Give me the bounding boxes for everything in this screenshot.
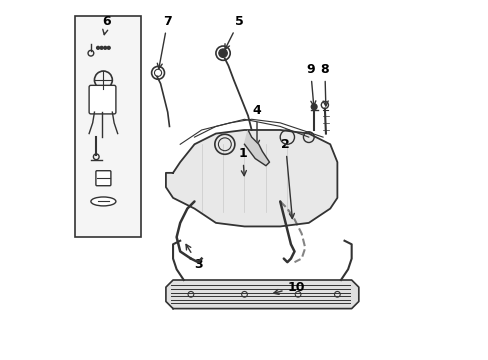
Text: 7: 7 — [157, 15, 172, 68]
Circle shape — [97, 46, 99, 49]
Circle shape — [311, 104, 316, 110]
Text: 6: 6 — [102, 15, 111, 35]
Bar — [75, 16, 141, 237]
Text: 3: 3 — [185, 244, 202, 270]
Text: 1: 1 — [238, 147, 246, 176]
Text: 2: 2 — [281, 138, 294, 219]
FancyBboxPatch shape — [96, 171, 111, 186]
Text: 8: 8 — [320, 63, 328, 106]
Text: 4: 4 — [252, 104, 261, 145]
Polygon shape — [165, 130, 337, 226]
FancyBboxPatch shape — [89, 85, 116, 114]
Text: 10: 10 — [273, 281, 305, 294]
Circle shape — [100, 46, 103, 49]
Polygon shape — [165, 280, 358, 309]
Text: 5: 5 — [224, 15, 243, 49]
Circle shape — [103, 46, 106, 49]
Circle shape — [107, 46, 110, 49]
Polygon shape — [244, 130, 269, 166]
Ellipse shape — [91, 197, 116, 206]
Text: 9: 9 — [305, 63, 315, 106]
Circle shape — [218, 49, 227, 58]
